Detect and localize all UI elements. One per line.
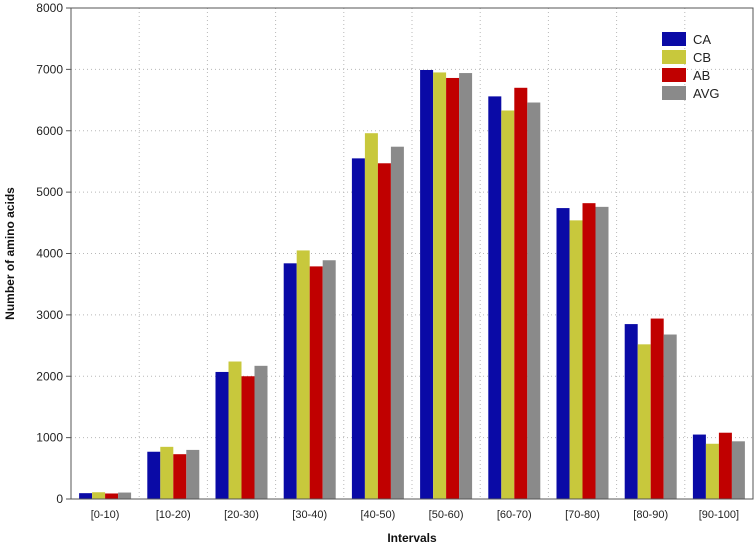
y-tick-label: 7000 (36, 62, 63, 76)
bar-ab (446, 77, 460, 499)
bar-avg (731, 441, 745, 499)
legend-label: AB (693, 68, 710, 83)
bar-ab (650, 318, 664, 499)
bar-avg (254, 365, 268, 499)
bar-ca (215, 371, 229, 499)
bar-avg (527, 102, 541, 499)
bar-cb (296, 250, 310, 499)
bar-cb (569, 220, 583, 500)
legend-label: CA (693, 32, 711, 47)
y-tick-label: 6000 (36, 124, 63, 138)
plot-frame (70, 7, 754, 500)
y-tick-label: 5000 (36, 185, 63, 199)
x-tick-label: [90-100] (699, 509, 739, 521)
bar-ca (624, 324, 638, 499)
bar-ca (488, 96, 502, 499)
x-tick-label: [80-90) (633, 509, 668, 521)
bar-avg (118, 492, 132, 499)
bar-avg (459, 73, 473, 500)
legend-swatch-ca (662, 32, 686, 46)
legend-swatch-cb (662, 50, 686, 64)
bars (79, 69, 745, 500)
bar-ab (241, 376, 255, 499)
y-tick-label: 2000 (36, 369, 63, 383)
bar-avg (663, 334, 677, 499)
x-tick-label: [50-60) (429, 509, 464, 521)
y-tick-label: 4000 (36, 247, 63, 261)
bar-ca (351, 158, 365, 499)
x-tick-label: [40-50) (360, 509, 395, 521)
bar-cb (228, 361, 242, 499)
bar-cb (364, 133, 378, 499)
y-axis-label: Number of amino acids (3, 187, 17, 320)
bar-ab (105, 493, 119, 499)
bar-avg (322, 260, 336, 499)
y-tick-label: 0 (56, 492, 63, 506)
y-tick-label: 3000 (36, 308, 63, 322)
bar-ca (420, 69, 434, 500)
x-tick-label: [60-70) (497, 509, 532, 521)
legend-swatch-avg (662, 86, 686, 100)
bar-ca (692, 434, 706, 499)
y-tick-label: 1000 (36, 431, 63, 445)
y-axis-ticks: 0 1000 2000 3000 4000 5000 6000 7000 8000 (36, 1, 63, 506)
x-tick-label: [20-30) (224, 509, 259, 521)
bar-avg (595, 206, 609, 500)
bar-ab (718, 432, 732, 499)
legend-label: CB (693, 50, 711, 65)
legend: CA CB AB AVG (662, 32, 720, 101)
bar-avg (390, 146, 404, 499)
bar-ca (556, 208, 570, 499)
x-axis-label: Intervals (387, 531, 437, 545)
bar-ca (79, 493, 93, 499)
bar-ab (309, 266, 323, 499)
bar-ca (283, 263, 297, 499)
x-axis-ticks: [0-10) [10-20) [20-30) [30-40) [40-50) [50-60… (91, 509, 739, 521)
bar-ab (514, 87, 528, 499)
legend-swatch-ab (662, 68, 686, 82)
bar-cb (433, 72, 447, 499)
x-tick-label: [30-40) (292, 509, 327, 521)
bar-cb (705, 443, 719, 499)
bar-cb (92, 492, 106, 499)
bar-cb (501, 110, 515, 499)
x-tick-label: [0-10) (91, 509, 120, 521)
x-tick-label: [70-80) (565, 509, 600, 521)
bar-ab (173, 454, 187, 499)
legend-label: AVG (693, 86, 720, 101)
bar-ca (147, 451, 161, 499)
bar-cb (160, 446, 174, 499)
x-tick-label: [10-20) (156, 509, 191, 521)
bar-avg (186, 449, 200, 499)
bar-cb (637, 344, 651, 499)
bar-ab (582, 203, 596, 500)
bar-ab (377, 163, 391, 499)
y-tick-label: 8000 (36, 1, 63, 15)
